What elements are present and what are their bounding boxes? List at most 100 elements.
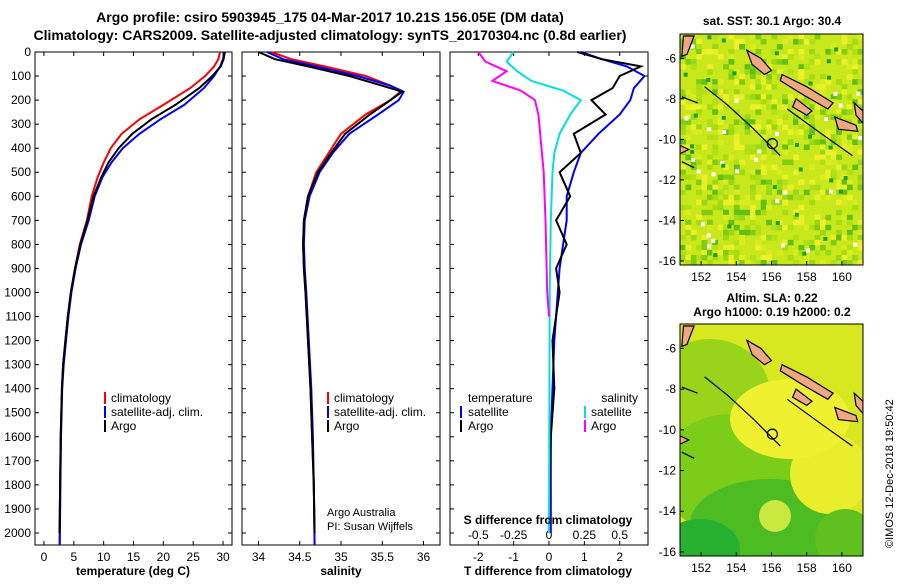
sst-cell [857,174,863,181]
sst-cell [760,179,767,186]
sst-cell [857,179,863,186]
sst-cell [723,174,729,181]
sst-cell [814,34,821,40]
sst-cell [771,69,778,75]
sst-cell [712,254,719,261]
sst-cell [857,259,863,265]
depth-tick-label: 1300 [4,358,31,372]
sst-cell [782,144,789,150]
sst-cell [841,254,848,261]
sst-cell [846,94,853,100]
sst-cell [744,69,751,75]
sst-cell [766,124,772,130]
sst-cell [825,249,832,256]
sst-cell [744,224,751,231]
sst-cell [733,109,740,115]
sst-cell [836,154,842,161]
sst-cell [841,194,848,201]
sst-cell [760,199,767,206]
land-polygon [681,325,695,348]
legend-t-sat: satellite [468,405,509,419]
sst-cell [723,209,729,216]
sst-cell [723,244,729,251]
sst-speck [828,145,833,150]
x-tick-label: 34 [252,550,266,564]
sst-cell [739,199,746,206]
sst-speck [834,47,839,52]
salinity-xlabel: salinity [320,564,362,578]
x-tick-label: 30 [216,550,230,564]
sst-cell [723,154,729,161]
sst-cell [701,209,708,216]
sst-cell [680,164,686,171]
sst-cell [776,44,783,50]
sst-cell [819,229,826,236]
coastline [681,96,698,104]
sst-cell [723,64,729,70]
sst-cell [793,39,799,45]
sst-cell [755,144,762,150]
sst-cell [782,174,789,181]
sst-cell [798,54,805,60]
sst-cell [680,139,686,145]
sst-speck [711,172,716,177]
sst-cell [793,194,799,201]
legend-clim: climatology [111,391,171,405]
sst-cell [809,179,816,186]
sst-cell [733,89,740,95]
sst-cell [836,59,842,65]
sst-cell [690,174,697,181]
sst-cell [712,49,719,55]
sst-cell [755,119,762,125]
sst-cell [819,84,826,90]
sst-cell [782,149,789,156]
sst-cell [717,199,724,206]
sst-cell [696,54,703,60]
sst-cell [739,74,746,80]
sst-speck [693,113,698,118]
sst-cell [857,239,863,246]
sst-cell [755,194,762,201]
sst-cell [809,59,816,65]
sst-cell [841,189,848,196]
sst-cell [825,174,832,181]
sst-cell [755,79,762,85]
legend-swatch-s-argo [584,420,586,432]
sst-cell [846,104,853,110]
sst-cell [749,104,756,110]
sst-speck [706,233,711,238]
salinity-lines [258,51,406,546]
sst-cell [814,114,821,120]
sst-cell [685,209,692,216]
sst-cell [782,159,789,166]
sst-speck [827,75,832,80]
sst-map-title: sat. SST: 30.1 Argo: 30.4 [703,14,842,28]
sst-cell [760,204,767,211]
sst-cell [798,244,805,251]
sst-cell [760,74,767,80]
sst-cell [857,229,863,236]
sst-cell [782,104,789,110]
sst-cell [782,99,789,105]
sst-speck [713,253,718,258]
sst-cell [766,94,772,100]
sst-cell [846,179,853,186]
sst-cell [712,99,719,105]
sst-cell [766,129,772,135]
depth-tick-label: 2000 [4,526,31,540]
sst-cell [706,209,713,216]
sst-speck [857,119,862,124]
sst-cell [760,244,767,251]
sst-cell [841,84,848,90]
sst-cell [744,259,751,265]
sst-cell [846,214,853,221]
sst-cell [728,219,735,226]
sst-speck [795,143,800,148]
sst-cell [836,114,842,120]
sst-cell [701,49,708,55]
sst-cell [739,119,746,125]
sst-cell [771,99,778,105]
sst-cell [814,219,821,226]
sla-map-panel: Altim. SLA: 0.22 Argo h1000: 0.19 h2000:… [659,291,864,575]
sst-cell [680,249,686,256]
